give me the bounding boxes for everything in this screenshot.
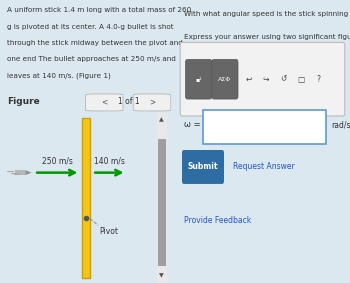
Text: ↩: ↩	[245, 75, 252, 84]
Bar	[15, 170, 26, 175]
FancyBboxPatch shape	[180, 42, 345, 116]
Text: ▪¹: ▪¹	[195, 77, 202, 82]
Text: rad/s: rad/s	[331, 120, 350, 129]
Text: 1 of 1: 1 of 1	[118, 97, 140, 106]
Text: AΣΦ: AΣΦ	[218, 77, 231, 82]
Text: ▲: ▲	[160, 117, 164, 123]
FancyBboxPatch shape	[186, 59, 212, 99]
Text: ↺: ↺	[280, 75, 287, 84]
Text: Request Answer: Request Answer	[233, 162, 294, 171]
Text: ?: ?	[316, 75, 321, 84]
FancyBboxPatch shape	[182, 150, 224, 184]
Text: 250 m/s: 250 m/s	[42, 157, 73, 166]
Polygon shape	[26, 170, 31, 175]
Text: Figure: Figure	[7, 97, 40, 106]
Text: leaves at 140 m/s. (Figure 1): leaves at 140 m/s. (Figure 1)	[7, 72, 111, 79]
Bar	[82, 118, 90, 278]
Text: g is pivoted at its center. A 4.0-g bullet is shot: g is pivoted at its center. A 4.0-g bull…	[7, 23, 174, 29]
Text: >: >	[149, 97, 155, 106]
Bar	[157, 113, 167, 283]
Text: ▼: ▼	[160, 274, 164, 279]
Bar	[158, 139, 166, 266]
FancyBboxPatch shape	[212, 59, 238, 99]
Text: Pivot: Pivot	[99, 227, 118, 236]
Text: Provide Feedback: Provide Feedback	[184, 216, 251, 225]
FancyBboxPatch shape	[133, 94, 171, 111]
FancyBboxPatch shape	[203, 110, 326, 144]
Text: ω =: ω =	[184, 120, 200, 129]
FancyBboxPatch shape	[85, 94, 123, 111]
Text: With what angular speed is the stick spinning after the collision?: With what angular speed is the stick spi…	[184, 11, 350, 17]
Text: ↪: ↪	[263, 75, 269, 84]
Text: <: <	[101, 97, 107, 106]
Text: Express your answer using two significant figures.: Express your answer using two significan…	[184, 34, 350, 40]
Text: 140 m/s: 140 m/s	[94, 157, 125, 166]
Text: □: □	[298, 75, 304, 84]
Text: A uniform stick 1.4 m long with a total mass of 260: A uniform stick 1.4 m long with a total …	[7, 7, 191, 13]
Text: Submit: Submit	[188, 162, 218, 171]
Text: one end The bullet approaches at 250 m/s and: one end The bullet approaches at 250 m/s…	[7, 56, 176, 62]
Text: through the stick midway between the pivot and: through the stick midway between the piv…	[7, 40, 183, 46]
